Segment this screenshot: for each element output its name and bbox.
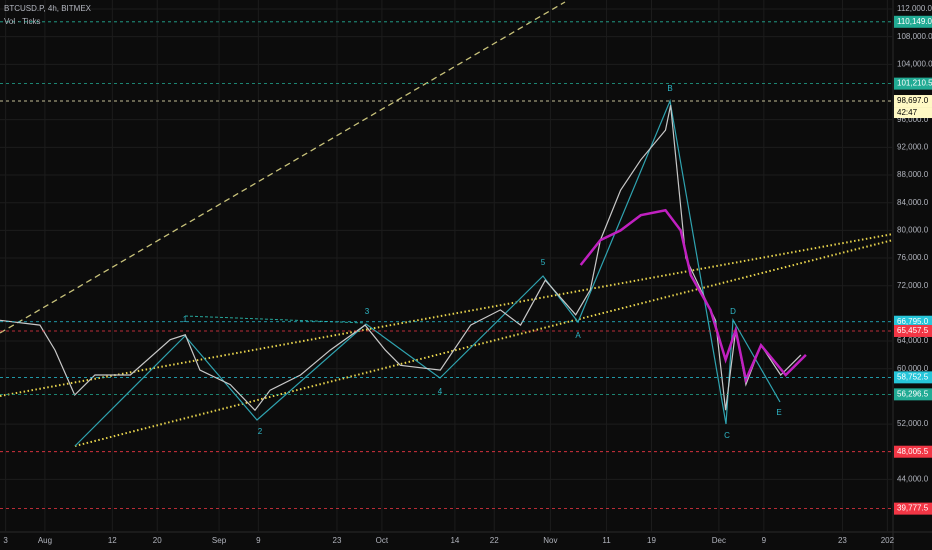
y-tick-label: 92,000.0 [897,142,929,151]
level-tag [894,15,932,28]
level-tag [894,502,932,515]
wave-label: E [776,408,781,417]
y-tick-label: 104,000.0 [897,59,932,68]
y-tick-label: 64,000.0 [897,336,929,345]
x-tick-label: 20 [153,536,162,545]
levels: 110,149.0 101,210.5 66,795.065,457.5 58,752… [0,15,932,515]
level-tag [894,388,932,401]
channel-line [74,239,894,447]
price-line [579,208,807,384]
x-tick-label: Sep [212,536,227,545]
wave-label: 5 [541,258,546,267]
level-tag [894,371,932,384]
x-tick-label: Oct [376,536,389,545]
x-tick-label: 9 [256,536,261,545]
y-tick-label: 60,000.0 [897,364,929,373]
level-tag [894,95,932,108]
x-tick-label: 19 [647,536,656,545]
x-tick-label: Aug [38,536,52,545]
wave-label: 1 [183,315,188,324]
countdown-tag [894,107,932,119]
indicator-label: Vol · Ticks [4,17,40,26]
header: BTCUSD.P, 4h, BITMEX [4,4,92,13]
wave-label: A [575,331,581,340]
level-label: 66,795.0 [897,317,929,326]
x-tick-label: 23 [333,536,342,545]
y-tick-label: 108,000.0 [897,32,932,41]
x-tick-label: 202 [881,536,895,545]
level-tag [894,324,932,337]
y-tick-label: 112,000.0 [897,4,932,13]
x-tick-label: 9 [762,536,767,545]
wave-label: C [724,431,730,440]
trendline [0,1,566,334]
y-tick-label: 44,000.0 [897,475,929,484]
level-label: 98,697.0 [897,96,929,105]
y-tick-label: 96,000.0 [897,115,929,124]
x-tick-label: 12 [108,536,117,545]
trendline [184,315,366,324]
y-tick-label: 52,000.0 [897,419,929,428]
countdown: 42:47 [897,108,918,117]
level-tag [894,315,932,328]
y-tick-label: 76,000.0 [897,253,929,262]
wave-label: B [667,84,672,93]
y-tick-label: 84,000.0 [897,198,929,207]
level-tag [894,77,932,90]
level-label: 65,457.5 [897,326,929,335]
level-tag [894,445,932,458]
channel-line [0,233,894,397]
wave-label: 4 [438,387,443,396]
level-label: 58,752.5 [897,372,929,381]
x-tick-label: 14 [450,536,459,545]
x-tick-label: 3 [3,536,8,545]
y-tick-label: 88,000.0 [897,170,929,179]
x-tick-label: 23 [838,536,847,545]
wave-label: 3 [365,307,370,316]
level-label: 56,296.5 [897,389,929,398]
level-label: 39,777.5 [897,504,929,513]
x-tick-label: Nov [543,536,557,545]
x-tick-label: 22 [490,536,499,545]
x-tick-label: 11 [602,536,611,545]
wave-label: D [730,307,736,316]
wave-label: 2 [258,427,263,436]
level-label: 101,210.5 [897,79,932,88]
price-series [0,105,807,412]
y-tick-label: 72,000.0 [897,281,929,290]
y-tick-label: 80,000.0 [897,225,929,234]
level-label: 110,149.0 [897,17,932,26]
x-tick-label: Dec [712,536,726,545]
level-label: 48,005.5 [897,447,929,456]
